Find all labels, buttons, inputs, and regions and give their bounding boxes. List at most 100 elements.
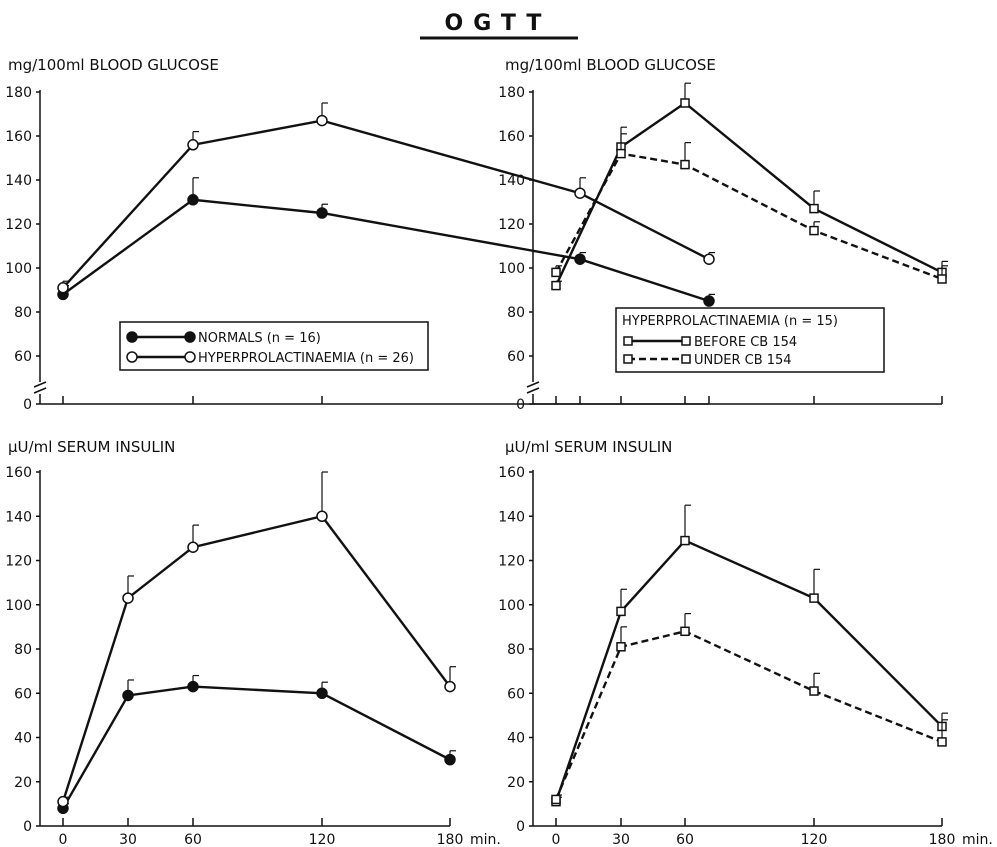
data-point xyxy=(574,187,586,199)
y-tick-label: 20 xyxy=(507,775,525,791)
data-point xyxy=(574,253,586,265)
chart-panel-p2: mg/100ml BLOOD GLUCOSE 0 60 80 100 120 140 160 1… xyxy=(498,56,948,413)
y-tick-label: 100 xyxy=(498,598,525,614)
series-line xyxy=(61,514,451,803)
data-point xyxy=(616,642,626,652)
chart-panel-p1: mg/100ml BLOOD GLUCOSE 0 60 80 100 120 140 160 1… xyxy=(5,56,715,413)
data-point xyxy=(680,626,690,637)
y-tick-label: 80 xyxy=(507,642,525,658)
data-point xyxy=(681,354,691,364)
y-tick-label: 60 xyxy=(507,349,525,365)
x-axis-unit-label: min. xyxy=(470,832,501,847)
data-point xyxy=(316,510,328,522)
legend-label: NORMALS (n = 16) xyxy=(198,331,321,346)
y-tick-label: 60 xyxy=(507,686,525,702)
data-point xyxy=(680,98,690,108)
series-line xyxy=(554,630,943,800)
data-point xyxy=(937,274,947,284)
figure-title: OGTT xyxy=(445,11,552,36)
y-tick-label: 80 xyxy=(14,305,32,321)
series-1 xyxy=(57,177,715,307)
y-tick-label: 180 xyxy=(5,85,32,101)
y-tick-label: 0 xyxy=(23,397,32,413)
data-point xyxy=(126,331,138,343)
data-point xyxy=(126,351,138,363)
data-point xyxy=(57,795,69,808)
data-point xyxy=(551,267,561,278)
y-tick-label: 0 xyxy=(516,397,525,413)
series-1 xyxy=(551,504,948,807)
series-2 xyxy=(57,471,456,808)
data-point xyxy=(703,295,715,307)
y-tick-label: 160 xyxy=(498,129,525,145)
data-point xyxy=(680,535,690,546)
data-point xyxy=(809,686,819,696)
data-point xyxy=(187,194,199,206)
data-point xyxy=(809,593,819,603)
data-point xyxy=(122,592,134,604)
y-tick-label: 180 xyxy=(498,85,525,101)
data-point xyxy=(680,159,690,170)
data-point xyxy=(444,753,456,766)
data-point xyxy=(316,114,328,127)
y-tick-label: 140 xyxy=(5,509,32,525)
y-tick-label: 120 xyxy=(5,554,32,570)
data-point xyxy=(809,203,819,214)
chart-panel-p3: µU/ml SERUM INSULIN 0 20 40 60 80 100 120 140 160… xyxy=(5,438,501,847)
data-point xyxy=(316,687,328,699)
series-2 xyxy=(551,612,948,805)
x-tick-label: 60 xyxy=(184,832,202,847)
legend: NORMALS (n = 16) HYPERPROLACTINAEMIA (n =… xyxy=(119,321,429,371)
series-2 xyxy=(57,102,715,294)
data-point xyxy=(937,737,947,747)
legend-box xyxy=(119,321,429,371)
data-point xyxy=(187,541,199,553)
series-line xyxy=(62,198,710,303)
y-axis-label: µU/ml SERUM INSULIN xyxy=(505,438,672,456)
y-tick-label: 80 xyxy=(14,642,32,658)
y-axis-label: mg/100ml BLOOD GLUCOSE xyxy=(505,56,716,74)
y-tick-label: 100 xyxy=(5,598,32,614)
y-tick-label: 20 xyxy=(14,775,32,791)
y-tick-label: 60 xyxy=(14,349,32,365)
series-line xyxy=(62,119,710,289)
x-axis-unit-label: min. xyxy=(962,832,993,847)
legend-label: UNDER CB 154 xyxy=(694,353,792,368)
data-point xyxy=(187,139,199,151)
legend: HYPERPROLACTINAEMIA (n = 15) BEFORE CB 15… xyxy=(615,307,885,373)
data-point xyxy=(122,689,134,702)
y-tick-label: 40 xyxy=(507,731,525,747)
y-tick-label: 120 xyxy=(498,217,525,233)
data-point xyxy=(809,225,819,236)
x-tick-label: 30 xyxy=(612,832,630,847)
data-point xyxy=(316,207,328,219)
axis-break-mark xyxy=(526,387,540,394)
series-1 xyxy=(57,674,456,815)
y-tick-label: 160 xyxy=(5,465,32,481)
y-axis-label: µU/ml SERUM INSULIN xyxy=(8,438,175,456)
y-axis-label: mg/100ml BLOOD GLUCOSE xyxy=(8,56,219,74)
x-tick-label: 180 xyxy=(929,832,956,847)
series-line xyxy=(61,685,451,809)
data-point xyxy=(623,354,633,364)
y-tick-label: 120 xyxy=(498,554,525,570)
y-tick-label: 140 xyxy=(498,509,525,525)
y-tick-label: 100 xyxy=(498,261,525,277)
y-tick-label: 120 xyxy=(5,217,32,233)
y-tick-label: 160 xyxy=(5,129,32,145)
data-point xyxy=(616,148,626,159)
axis-break-mark xyxy=(526,381,540,388)
data-point xyxy=(187,680,199,693)
chart-panel-p4: µU/ml SERUM INSULIN 0 20 40 60 80 100 120 140 160… xyxy=(498,438,993,847)
legend-label: BEFORE CB 154 xyxy=(694,335,797,350)
x-tick-label: 60 xyxy=(676,832,694,847)
data-point xyxy=(184,351,196,363)
data-point xyxy=(551,794,561,805)
y-tick-label: 80 xyxy=(507,305,525,321)
x-tick-label: 30 xyxy=(119,832,137,847)
y-tick-label: 0 xyxy=(516,819,525,835)
data-point xyxy=(551,280,561,291)
x-tick-label: 180 xyxy=(437,832,464,847)
x-tick-label: 0 xyxy=(552,832,561,847)
